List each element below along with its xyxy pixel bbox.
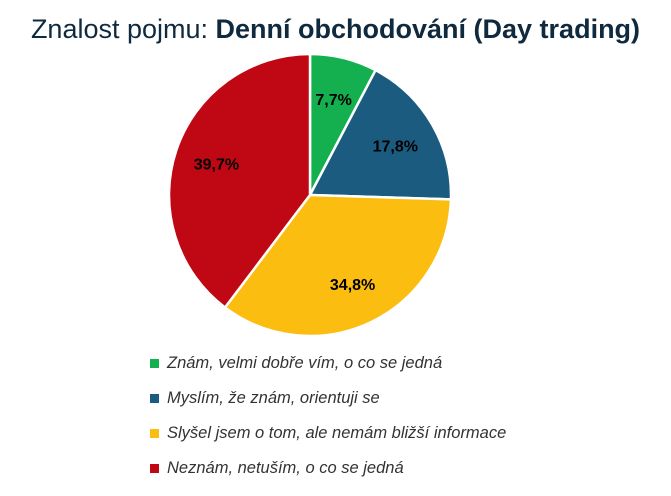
data-label-1: 7,7% <box>315 92 351 109</box>
legend-swatch <box>150 464 159 473</box>
legend-label: Slyšel jsem o tom, ale nemám bližší info… <box>167 424 507 442</box>
legend-item-3: Slyšel jsem o tom, ale nemám bližší info… <box>150 416 506 451</box>
data-label-4: 39,7% <box>194 157 239 174</box>
legend-swatch <box>150 359 159 368</box>
legend-label: Znám, velmi dobře vím, o co se jedná <box>167 354 443 372</box>
legend-item-2: Myslím, že znám, orientuji se <box>150 381 506 416</box>
pie-slice-2 <box>308 68 453 201</box>
pie-slice-4 <box>167 52 312 309</box>
pie-slice-3 <box>223 193 453 338</box>
legend-swatch <box>150 429 159 438</box>
legend: Znám, velmi dobře vím, o co se jedná Mysl… <box>150 346 506 486</box>
data-label-2: 17,8% <box>373 138 418 155</box>
chart-title-prefix: Znalost pojmu: <box>30 14 216 44</box>
legend-swatch <box>150 394 159 403</box>
data-label-3: 34,8% <box>330 277 375 294</box>
chart-title-main: Denní obchodování (Day trading) <box>215 14 641 44</box>
chart-title: Znalost pojmu: Denní obchodování (Day tr… <box>0 14 671 45</box>
legend-label: Neznám, netuším, o co se jedná <box>167 459 404 477</box>
legend-label: Myslím, že znám, orientuji se <box>167 389 380 407</box>
legend-item-4: Neznám, netuším, o co se jedná <box>150 451 506 486</box>
legend-item-1: Znám, velmi dobře vím, o co se jedná <box>150 346 506 381</box>
